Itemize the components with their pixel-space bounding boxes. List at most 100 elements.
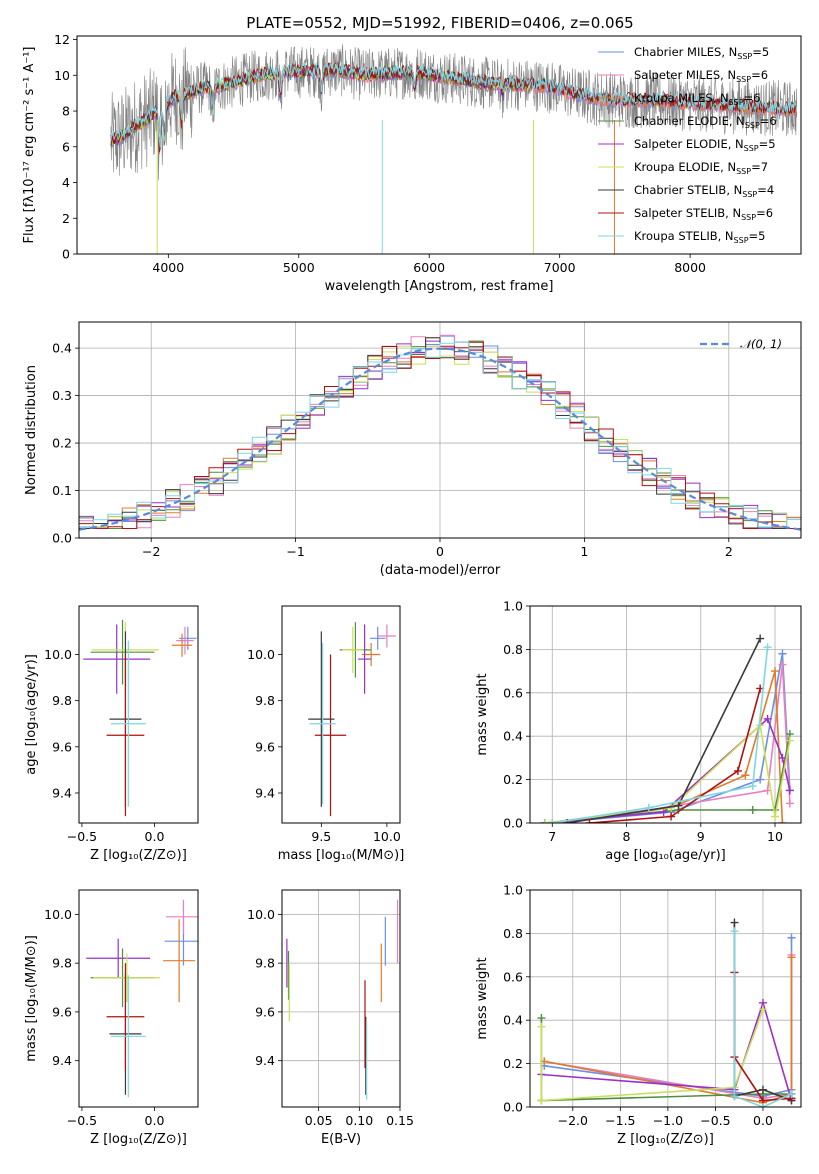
spectrum-xtick-label: 8000 xyxy=(674,260,706,275)
mass-vs-EBV-ytick-label: 10.0 xyxy=(247,907,275,922)
legend-entry: Salpeter STELIB, NSSP=6 xyxy=(634,206,773,222)
mass-weight-marker xyxy=(778,660,787,669)
mass-vs-Z-plot-area xyxy=(86,899,198,1098)
mass-weight-marker xyxy=(785,736,794,745)
mass-vs-EBV-frame xyxy=(281,889,401,1108)
mass-weight-marker xyxy=(730,927,739,936)
age-vs-mass-xtick-label: 9.5 xyxy=(311,829,331,844)
spectrum-ylabel: Flux [fλ10⁻¹⁷ erg cm⁻² s⁻¹ A⁻¹] xyxy=(22,47,37,244)
residuals-xtick-label: −2 xyxy=(142,544,160,559)
mass-weight-marker xyxy=(756,775,765,784)
legend-subscript: SSP xyxy=(745,121,760,130)
mass-weight-marker xyxy=(778,649,787,658)
mass-weight-marker xyxy=(644,803,653,812)
legend-entry: Chabrier ELODIE, NSSP=6 xyxy=(634,114,777,130)
age-vs-Z-xlabel: Z [log₁₀(Z/Z⊙)] xyxy=(90,848,187,863)
legend-subscript: SSP xyxy=(729,98,744,107)
weight-vs-Z-frame xyxy=(529,889,802,1108)
age-vs-Z-ytick-label: 9.4 xyxy=(52,785,72,800)
spectrum-ytick-label: 12 xyxy=(54,32,70,47)
mass-vs-EBV-xtick-label: 0.10 xyxy=(345,1113,373,1128)
legend-subscript: SSP xyxy=(744,144,759,153)
weight-vs-age-ytick-label: 0.2 xyxy=(503,772,523,787)
weight-vs-Z-ytick-label: 0.8 xyxy=(503,926,523,941)
weight-vs-age-ytick-label: 0.8 xyxy=(503,642,523,657)
legend-subscript: SSP xyxy=(741,213,756,222)
weight-vs-Z-ytick-label: 0.0 xyxy=(503,1100,523,1115)
age-vs-mass-ytick-label: 9.6 xyxy=(255,739,275,754)
spectrum-panel: 4000 5000 6000 7000 8000 0 2 4 6 8 10 12 wavelength … xyxy=(22,32,802,294)
age-vs-mass-xlabel: mass [log₁₀(M/M⊙)] xyxy=(278,848,405,863)
mass-vs-Z-xtick-label: −0.5 xyxy=(67,1113,97,1128)
legend-nssp: =4 xyxy=(757,183,774,197)
weight-vs-Z-ytick-label: 0.4 xyxy=(503,1013,523,1028)
mass-weight-marker xyxy=(730,918,739,927)
weight-vs-age-plot-area xyxy=(540,634,794,823)
legend-entry: Salpeter MILES, NSSP=6 xyxy=(634,68,768,84)
age-vs-mass-ytick-label: 9.8 xyxy=(255,693,275,708)
legend-label: Kroupa ELODIE, N xyxy=(634,160,736,174)
legend-nssp: =6 xyxy=(760,114,777,128)
weight-vs-age-xtick-label: 7 xyxy=(548,829,556,844)
weight-vs-Z-plot-area xyxy=(537,918,796,1107)
normal-legend-label: 𝒩(0, 1) xyxy=(740,337,782,351)
mass-vs-EBV-plot-area xyxy=(286,899,399,1100)
legend-label: Chabrier MILES, N xyxy=(634,45,737,59)
weight-vs-age-ylabel: mass weight xyxy=(475,673,490,755)
mass-weight-marker xyxy=(748,805,757,814)
residuals-ylabel: Normed distribution xyxy=(24,365,39,495)
mass-weight-marker xyxy=(585,819,594,823)
weight-vs-Z-xtick-label: −2.0 xyxy=(558,1113,588,1128)
residuals-plot-area xyxy=(79,334,801,531)
weight-vs-Z-xtick-label: −1.0 xyxy=(653,1113,683,1128)
spectrum-plot-area xyxy=(110,44,798,254)
legend-nssp: =5 xyxy=(759,137,776,151)
weight-vs-Z-ylabel: mass weight xyxy=(475,957,490,1039)
legend-subscript: SSP xyxy=(742,190,757,199)
residuals-ytick-label: 0.4 xyxy=(52,341,72,356)
spectrum-frame xyxy=(76,35,802,255)
weight-vs-Z-ytick-label: 0.2 xyxy=(503,1056,523,1071)
mass-weight-marker xyxy=(785,786,794,795)
legend-subscript: SSP xyxy=(736,167,751,176)
residuals-panel: −2 −1 0 1 2 0.0 0.1 0.2 0.3 0.4 (data-model)/error… xyxy=(24,321,802,578)
legend-nssp: =6 xyxy=(744,91,761,105)
spectrum-xtick-label: 6000 xyxy=(413,260,445,275)
spectrum-ytick-label: 2 xyxy=(62,211,70,226)
spectrum-xtick-label: 5000 xyxy=(283,260,315,275)
mass-vs-EBV-xtick-label: 0.05 xyxy=(305,1113,333,1128)
residual-histogram-step xyxy=(79,341,801,528)
mass-weight-marker xyxy=(787,1089,796,1098)
mass-weight-marker xyxy=(733,766,742,775)
mass-weight-marker xyxy=(730,1092,739,1101)
mass-vs-EBV-ytick-label: 9.4 xyxy=(255,1053,275,1068)
legend-nssp: =6 xyxy=(756,206,773,220)
weight-vs-Z-xlabel: Z [log₁₀(Z/Z⊙)] xyxy=(617,1132,714,1147)
mass-weight-marker xyxy=(674,801,683,810)
mass-vs-EBV-xtick-label: 0.15 xyxy=(386,1113,414,1128)
mass-vs-Z-xtick-label: 0.0 xyxy=(145,1113,165,1128)
mass-weight-marker xyxy=(771,812,780,821)
weight-vs-age-ytick-label: 0.4 xyxy=(503,729,523,744)
legend-label: Chabrier STELIB, N xyxy=(634,183,742,197)
mass-vs-Z-ylabel: mass [log₁₀(M/M⊙)] xyxy=(24,935,39,1062)
mass-weight-line xyxy=(589,688,761,823)
residuals-frame xyxy=(78,321,802,539)
residuals-xtick-label: 0 xyxy=(436,544,444,559)
residuals-ytick-label: 0.0 xyxy=(52,531,72,546)
weight-vs-age-frame xyxy=(529,605,802,824)
mass-weight-marker xyxy=(785,799,794,808)
residuals-xtick-label: 2 xyxy=(725,544,733,559)
mass-weight-marker xyxy=(763,643,772,652)
mass-vs-EBV-panel: 0.05 0.10 0.15 9.4 9.6 9.8 10.0 E(B-V) xyxy=(247,889,414,1147)
weight-vs-age-ytick-label: 1.0 xyxy=(503,599,523,614)
weight-vs-Z-ytick-label: 0.6 xyxy=(503,969,523,984)
age-vs-Z-ytick-label: 10.0 xyxy=(44,647,72,662)
weight-vs-age-xtick-label: 9 xyxy=(697,829,705,844)
weight-vs-Z-xtick-label: −0.5 xyxy=(700,1113,730,1128)
residuals-ytick-label: 0.3 xyxy=(52,388,72,403)
legend-label: Salpeter ELODIE, N xyxy=(634,137,744,151)
mass-vs-EBV-xlabel: E(B-V) xyxy=(321,1132,361,1147)
